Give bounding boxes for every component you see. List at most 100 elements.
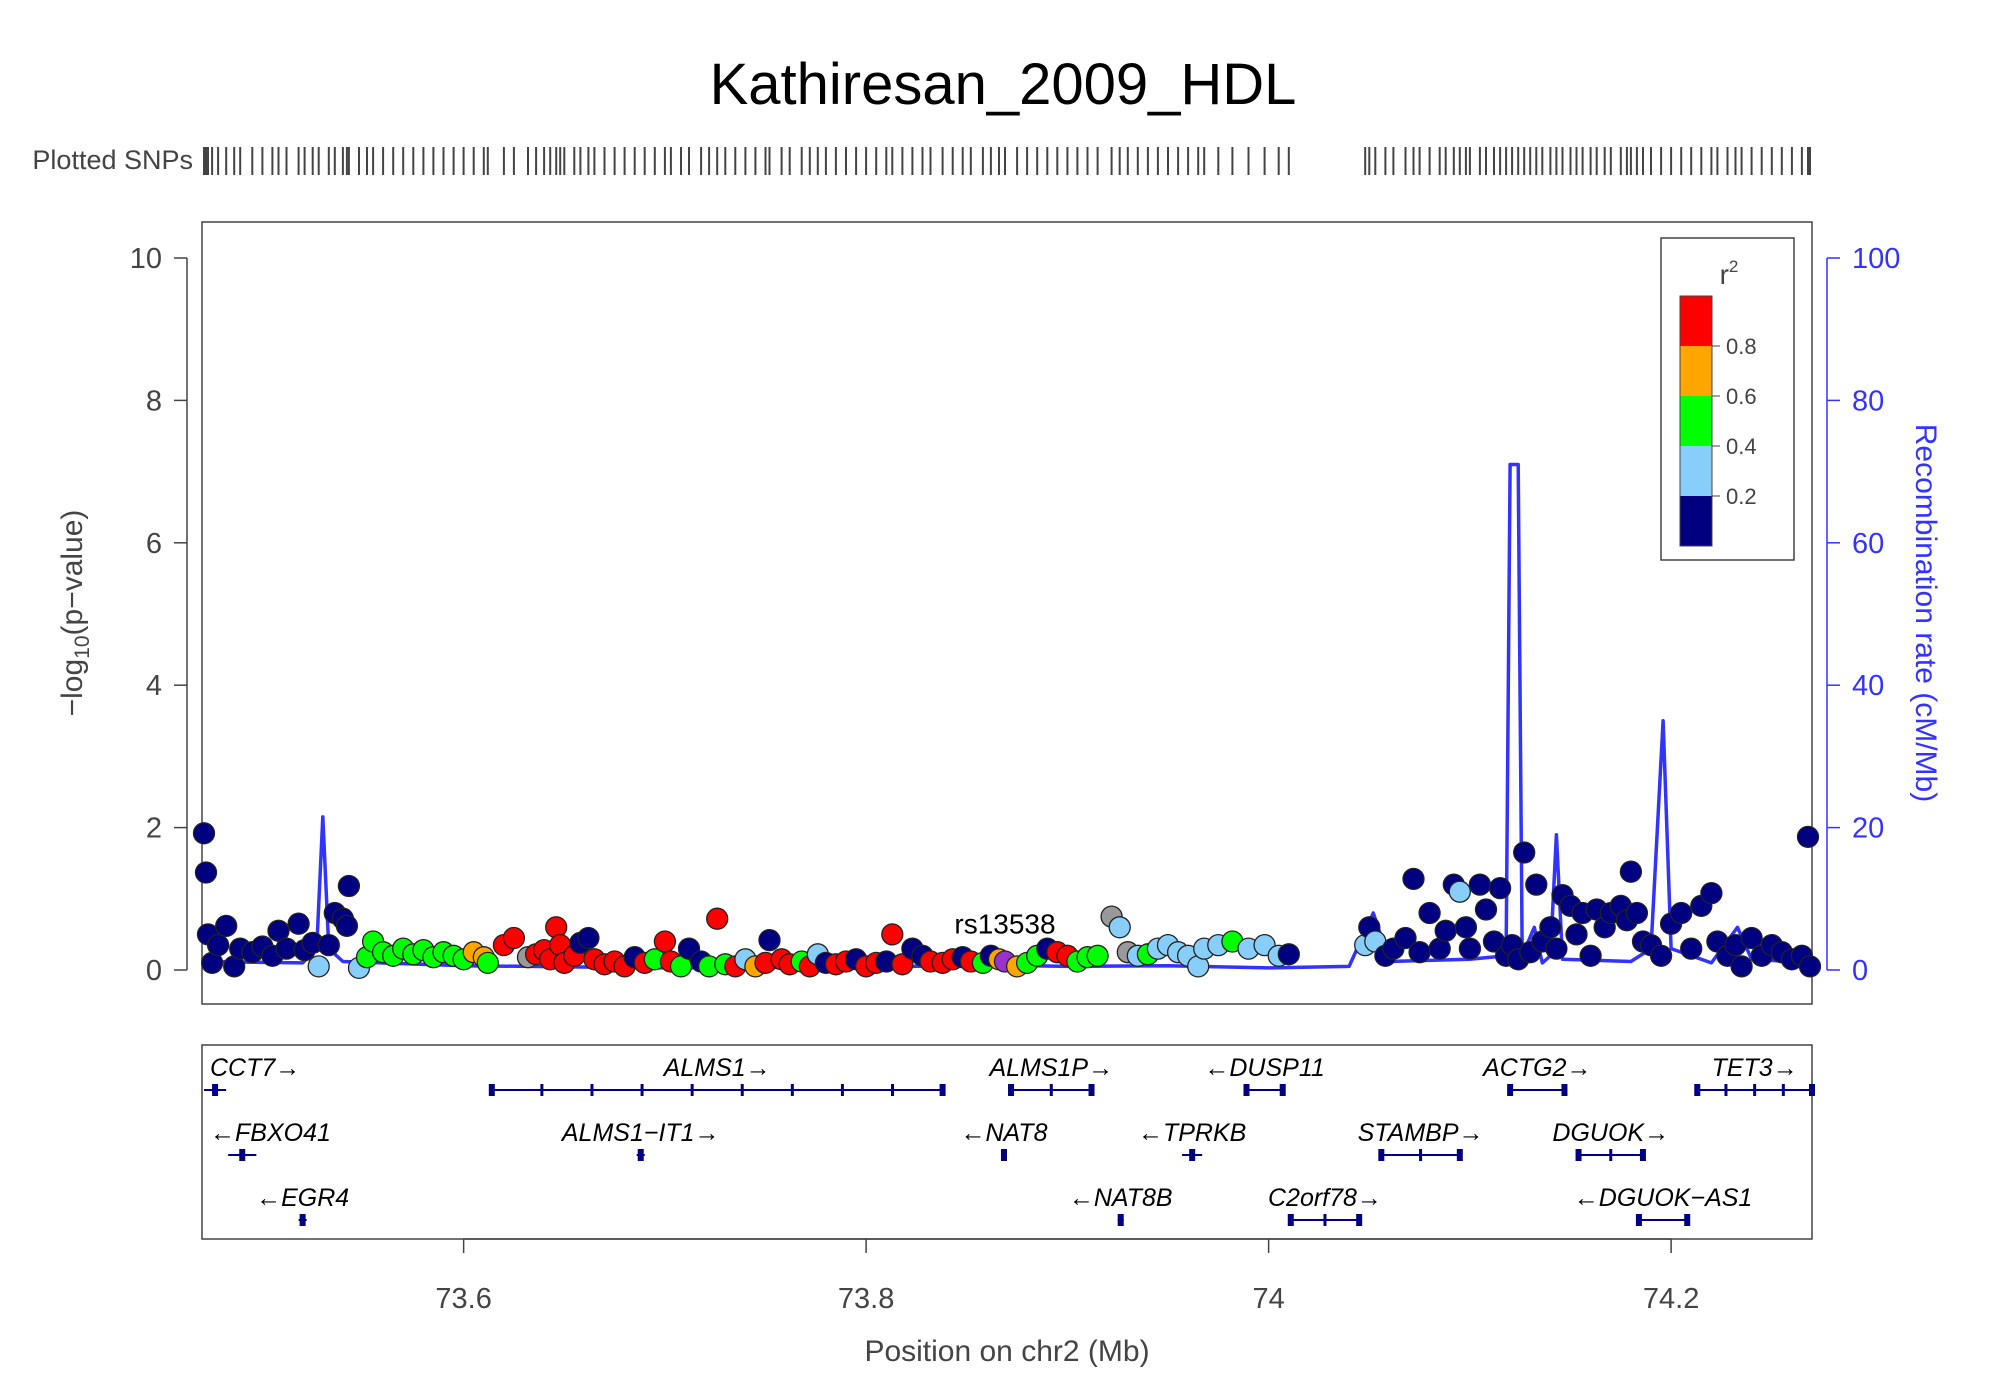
gene-exon [1639,1149,1646,1161]
legend-title: r2 [1720,257,1739,290]
x-tick-label: 74.2 [1643,1283,1699,1315]
plotted-snps-label: Plotted SNPs [32,145,193,175]
gene-exon [1049,1084,1053,1096]
snp-point [1408,941,1431,964]
gene-exon [590,1084,594,1096]
gene-label: ←EGR4 [256,1184,349,1212]
legend-title-base: r [1720,259,1729,290]
legend-swatch [1680,446,1712,496]
snp-point [1700,881,1723,905]
gene-label: ←FBXO41 [210,1119,331,1147]
snp-point [1525,873,1548,896]
y2-tick-label: 100 [1852,243,1900,275]
recombination-rate-line [201,462,1813,970]
legend-swatch [1680,396,1712,446]
y-axis-label-suffix: (p−value) [56,510,89,636]
gene-exon [1724,1084,1728,1096]
y-axis-label-prefix: −log [56,659,89,717]
gene-label: ←TPRKB [1138,1119,1246,1147]
snp-point [194,861,218,884]
gene-label: ←DGUOK−AS1 [1574,1184,1753,1212]
snp-point [206,933,230,957]
gene-exon [299,1214,306,1226]
snp-point [1513,841,1536,864]
legend-tick-label: 0.8 [1726,334,1757,359]
gene-exon [1684,1214,1691,1226]
snp-point [1454,916,1478,939]
snp-point [335,914,359,938]
y-tick-label: 10 [130,243,162,275]
gene-label: ←DUSP11 [1204,1054,1324,1082]
y-tick-label: 6 [146,528,162,560]
snp-point [891,953,914,976]
snp-point [1277,943,1300,966]
snp-point [1108,916,1131,939]
x-tick-label: 73.6 [435,1283,491,1315]
gene-exon [640,1084,644,1096]
snp-point [1579,944,1602,967]
gene-exon [1456,1149,1463,1161]
y2-axis: 0 20 40 60 80 100 [1826,243,1900,987]
plot-panel: rs13538 [192,221,1822,1005]
snp-point [1796,825,1820,849]
snp-point [317,933,340,957]
snp-point [1458,937,1482,960]
gene-label: ALMS1−IT1→ [560,1119,720,1147]
gene-exon [1323,1214,1327,1226]
gene-exon [1809,1084,1815,1096]
snp-point [1670,901,1693,925]
plot-frame [201,221,1813,1005]
gene-exon [1635,1214,1642,1226]
x-tick-label: 74 [1252,1283,1284,1315]
gene-exon [1279,1084,1286,1096]
snp-point [215,914,238,938]
y2-axis-label: Recombination rate (cM/Mb) [1909,424,1942,802]
snp-point [1086,944,1109,967]
snp-point [476,951,499,975]
gene-panel: CCT7→ ALMS1→ ALMS1P→ ←DUSP11 ACTG2→ TET3→ ←FBX… [201,1044,1815,1240]
gene-label: ALMS1P→ [987,1054,1113,1082]
gene-exon [1419,1149,1423,1161]
y2-tick-label: 60 [1852,528,1884,560]
snp-point [287,912,310,935]
gene-label: STAMBP→ [1358,1119,1484,1147]
legend: r2 0.8 0.6 0.4 0.2 [1660,237,1795,561]
snp-points [192,822,1822,980]
y2-tick-label: 80 [1852,385,1884,417]
y2-tick-label: 0 [1852,955,1868,987]
legend-tick-label: 0.2 [1726,484,1757,509]
y-tick-label: 8 [146,385,162,417]
y-axis-label: −log10(p−value) [56,510,94,717]
gene-exon [1088,1084,1095,1096]
legend-bar-border [1679,295,1713,547]
gene-exon [239,1149,246,1161]
y-axis: 0 2 4 6 8 10 [130,243,188,987]
gene-exon [891,1084,895,1096]
snp-point [1474,898,1498,921]
snp-point [1402,867,1425,891]
snp-point [192,822,216,845]
snp-point [1619,860,1643,883]
gene-exon [1575,1149,1582,1161]
gene-exon [1356,1214,1363,1226]
gene-exon [1189,1149,1196,1161]
x-tick-label: 73.8 [838,1283,894,1315]
y-tick-label: 4 [146,670,162,702]
snp-point [1539,916,1562,939]
gene-label: ←NAT8 [960,1119,1047,1147]
gene-label: ACTG2→ [1481,1054,1591,1082]
legend-swatch [1680,496,1712,546]
snp-point [706,907,729,930]
y2-tick-label: 20 [1852,813,1884,845]
gene-exon [212,1084,219,1096]
snp-point [577,926,600,950]
snp-point [1625,901,1649,925]
gene-exon [1609,1149,1613,1161]
legend-swatch [1680,346,1712,396]
snp-point [881,923,904,946]
gene-exon [1781,1084,1785,1096]
snp-point [1545,937,1568,960]
snp-point [1730,955,1753,978]
gene-label: TET3→ [1712,1054,1798,1082]
snp-point [1680,937,1703,960]
